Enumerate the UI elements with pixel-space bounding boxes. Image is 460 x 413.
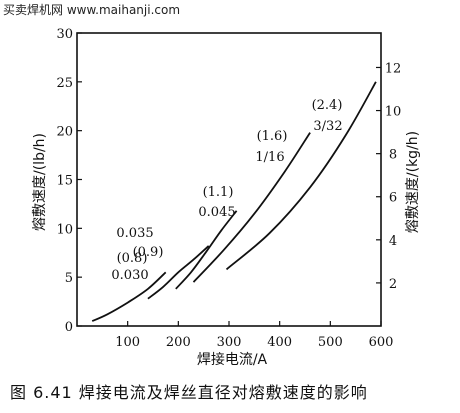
- x-tick-label: 400: [267, 335, 292, 350]
- curve-3-label-2: 0.045: [198, 205, 235, 220]
- deposition-rate-chart: 0 5 10 15 20 25 30 2 4 6 8 10 12 100 200 300 400 500 600 (…: [32, 27, 421, 368]
- curve-5: [225, 81, 377, 271]
- curve-2-label-2: (0.9): [133, 245, 164, 260]
- curve-2: [147, 245, 210, 300]
- y-right-tick-label: 2: [389, 277, 397, 292]
- y-left-tick-label: 15: [56, 174, 73, 189]
- curve-4: [192, 132, 311, 283]
- curve-1-label-2: 0.030: [111, 268, 148, 283]
- curve-1: [91, 271, 167, 322]
- y-axis-label-left: 熔敷速度/(lb/h): [32, 133, 48, 231]
- curve-3-label-1: (1.1): [203, 185, 234, 200]
- curve-4-label-1: (1.6): [257, 129, 288, 144]
- watermark: 买卖焊机网 www.maihanji.com: [3, 3, 181, 17]
- annotations: (0.8) 0.030 0.035 (0.9) (1.1) 0.045 (1.6) 1/16 (…: [111, 98, 342, 283]
- y-left-tick-label: 0: [65, 320, 73, 335]
- curves: [91, 81, 377, 322]
- y-left-tick-label: 20: [56, 125, 73, 140]
- ticks: 0 5 10 15 20 25 30 2 4 6 8 10 12 100 200 300 400 500 600: [56, 27, 401, 350]
- y-right-tick-label: 12: [385, 61, 402, 76]
- curve-5-label-1: (2.4): [312, 98, 343, 113]
- y-right-tick-label: 8: [389, 148, 397, 163]
- y-left-tick-label: 5: [65, 271, 73, 286]
- curve-4-label-2: 1/16: [255, 150, 284, 165]
- y-right-tick-label: 10: [385, 105, 402, 120]
- curve-3: [175, 210, 238, 290]
- y-right-tick-label: 6: [389, 191, 397, 206]
- x-tick-label: 200: [166, 335, 191, 350]
- curve-2-label-1: 0.035: [116, 226, 153, 241]
- y-left-tick-label: 10: [56, 222, 73, 237]
- x-tick-label: 500: [318, 335, 343, 350]
- y-axis-label-right: 熔敷速度/(kg/h): [405, 131, 421, 233]
- curve-5-label-2: 3/32: [313, 119, 342, 134]
- y-left-tick-label: 30: [56, 27, 73, 42]
- y-right-tick-label: 4: [389, 234, 397, 249]
- figure-caption: 图 6.41 焊接电流及焊丝直径对熔敷速度的影响: [10, 383, 368, 402]
- x-tick-label: 600: [369, 335, 394, 350]
- y-left-tick-label: 25: [56, 76, 73, 91]
- curve-1-label-1: (0.8): [117, 251, 148, 266]
- x-tick-label: 100: [115, 335, 140, 350]
- x-tick-label: 300: [217, 335, 242, 350]
- x-axis-label: 焊接电流/A: [197, 351, 268, 368]
